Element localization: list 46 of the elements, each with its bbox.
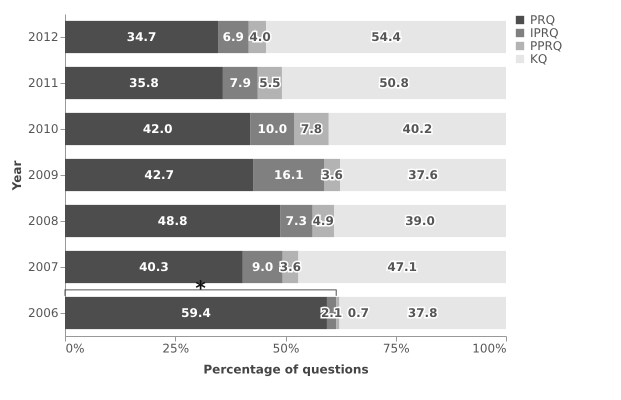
y-tick-label: 2011 xyxy=(28,76,58,90)
legend-label: KQ xyxy=(530,52,548,66)
annotation: * xyxy=(195,276,206,300)
data-label: 4.9 xyxy=(312,214,334,228)
legend-label: IPRQ xyxy=(530,26,559,40)
x-tick-label: 25% xyxy=(162,342,190,356)
data-label: 34.7 xyxy=(126,30,156,44)
data-label: 6.9 xyxy=(222,30,244,44)
y-tick-label: 2006 xyxy=(28,306,58,320)
data-label: 37.8 xyxy=(408,306,438,320)
data-label: 7.9 xyxy=(230,76,251,90)
data-label: 40.2 xyxy=(402,122,432,136)
data-label: 5.5 xyxy=(259,76,280,90)
data-label: 9.0 xyxy=(252,260,274,274)
y-tick-label: 2008 xyxy=(28,214,58,228)
y-axis-title: Year xyxy=(10,160,24,192)
y-tick-label: 2010 xyxy=(28,122,58,136)
data-label: 37.6 xyxy=(408,168,438,182)
data-label: 59.4 xyxy=(181,306,211,320)
data-label: 54.4 xyxy=(371,30,401,44)
data-label: 0.7 xyxy=(348,306,370,320)
data-label: 47.1 xyxy=(387,260,417,274)
data-label: 48.8 xyxy=(158,214,188,228)
x-tick-label: 0% xyxy=(66,342,85,356)
data-label: 3.6 xyxy=(280,260,301,274)
data-label: 40.3 xyxy=(139,260,169,274)
x-tick-label: 100% xyxy=(472,342,506,356)
data-label: 4.0 xyxy=(249,30,271,44)
data-label: 50.8 xyxy=(379,76,409,90)
legend-label: PRQ xyxy=(530,13,556,27)
legend-label: PPRQ xyxy=(530,39,562,53)
y-tick-label: 2009 xyxy=(28,168,58,182)
x-tick-label: 50% xyxy=(272,342,300,356)
y-tick-label: 2007 xyxy=(28,260,58,274)
x-axis-title: Percentage of questions xyxy=(203,362,369,376)
data-label: 7.8 xyxy=(300,122,322,136)
data-label: 39.0 xyxy=(405,214,435,228)
data-label: 3.6 xyxy=(322,168,343,182)
data-label: 42.7 xyxy=(144,168,174,182)
y-tick-label: 2012 xyxy=(28,30,58,44)
data-label: 42.0 xyxy=(142,122,172,136)
data-label: 7.3 xyxy=(286,214,307,228)
data-label: 16.1 xyxy=(274,168,304,182)
data-label: 35.8 xyxy=(129,76,159,90)
data-label: 10.0 xyxy=(257,122,288,136)
x-tick-label: 75% xyxy=(382,342,410,356)
